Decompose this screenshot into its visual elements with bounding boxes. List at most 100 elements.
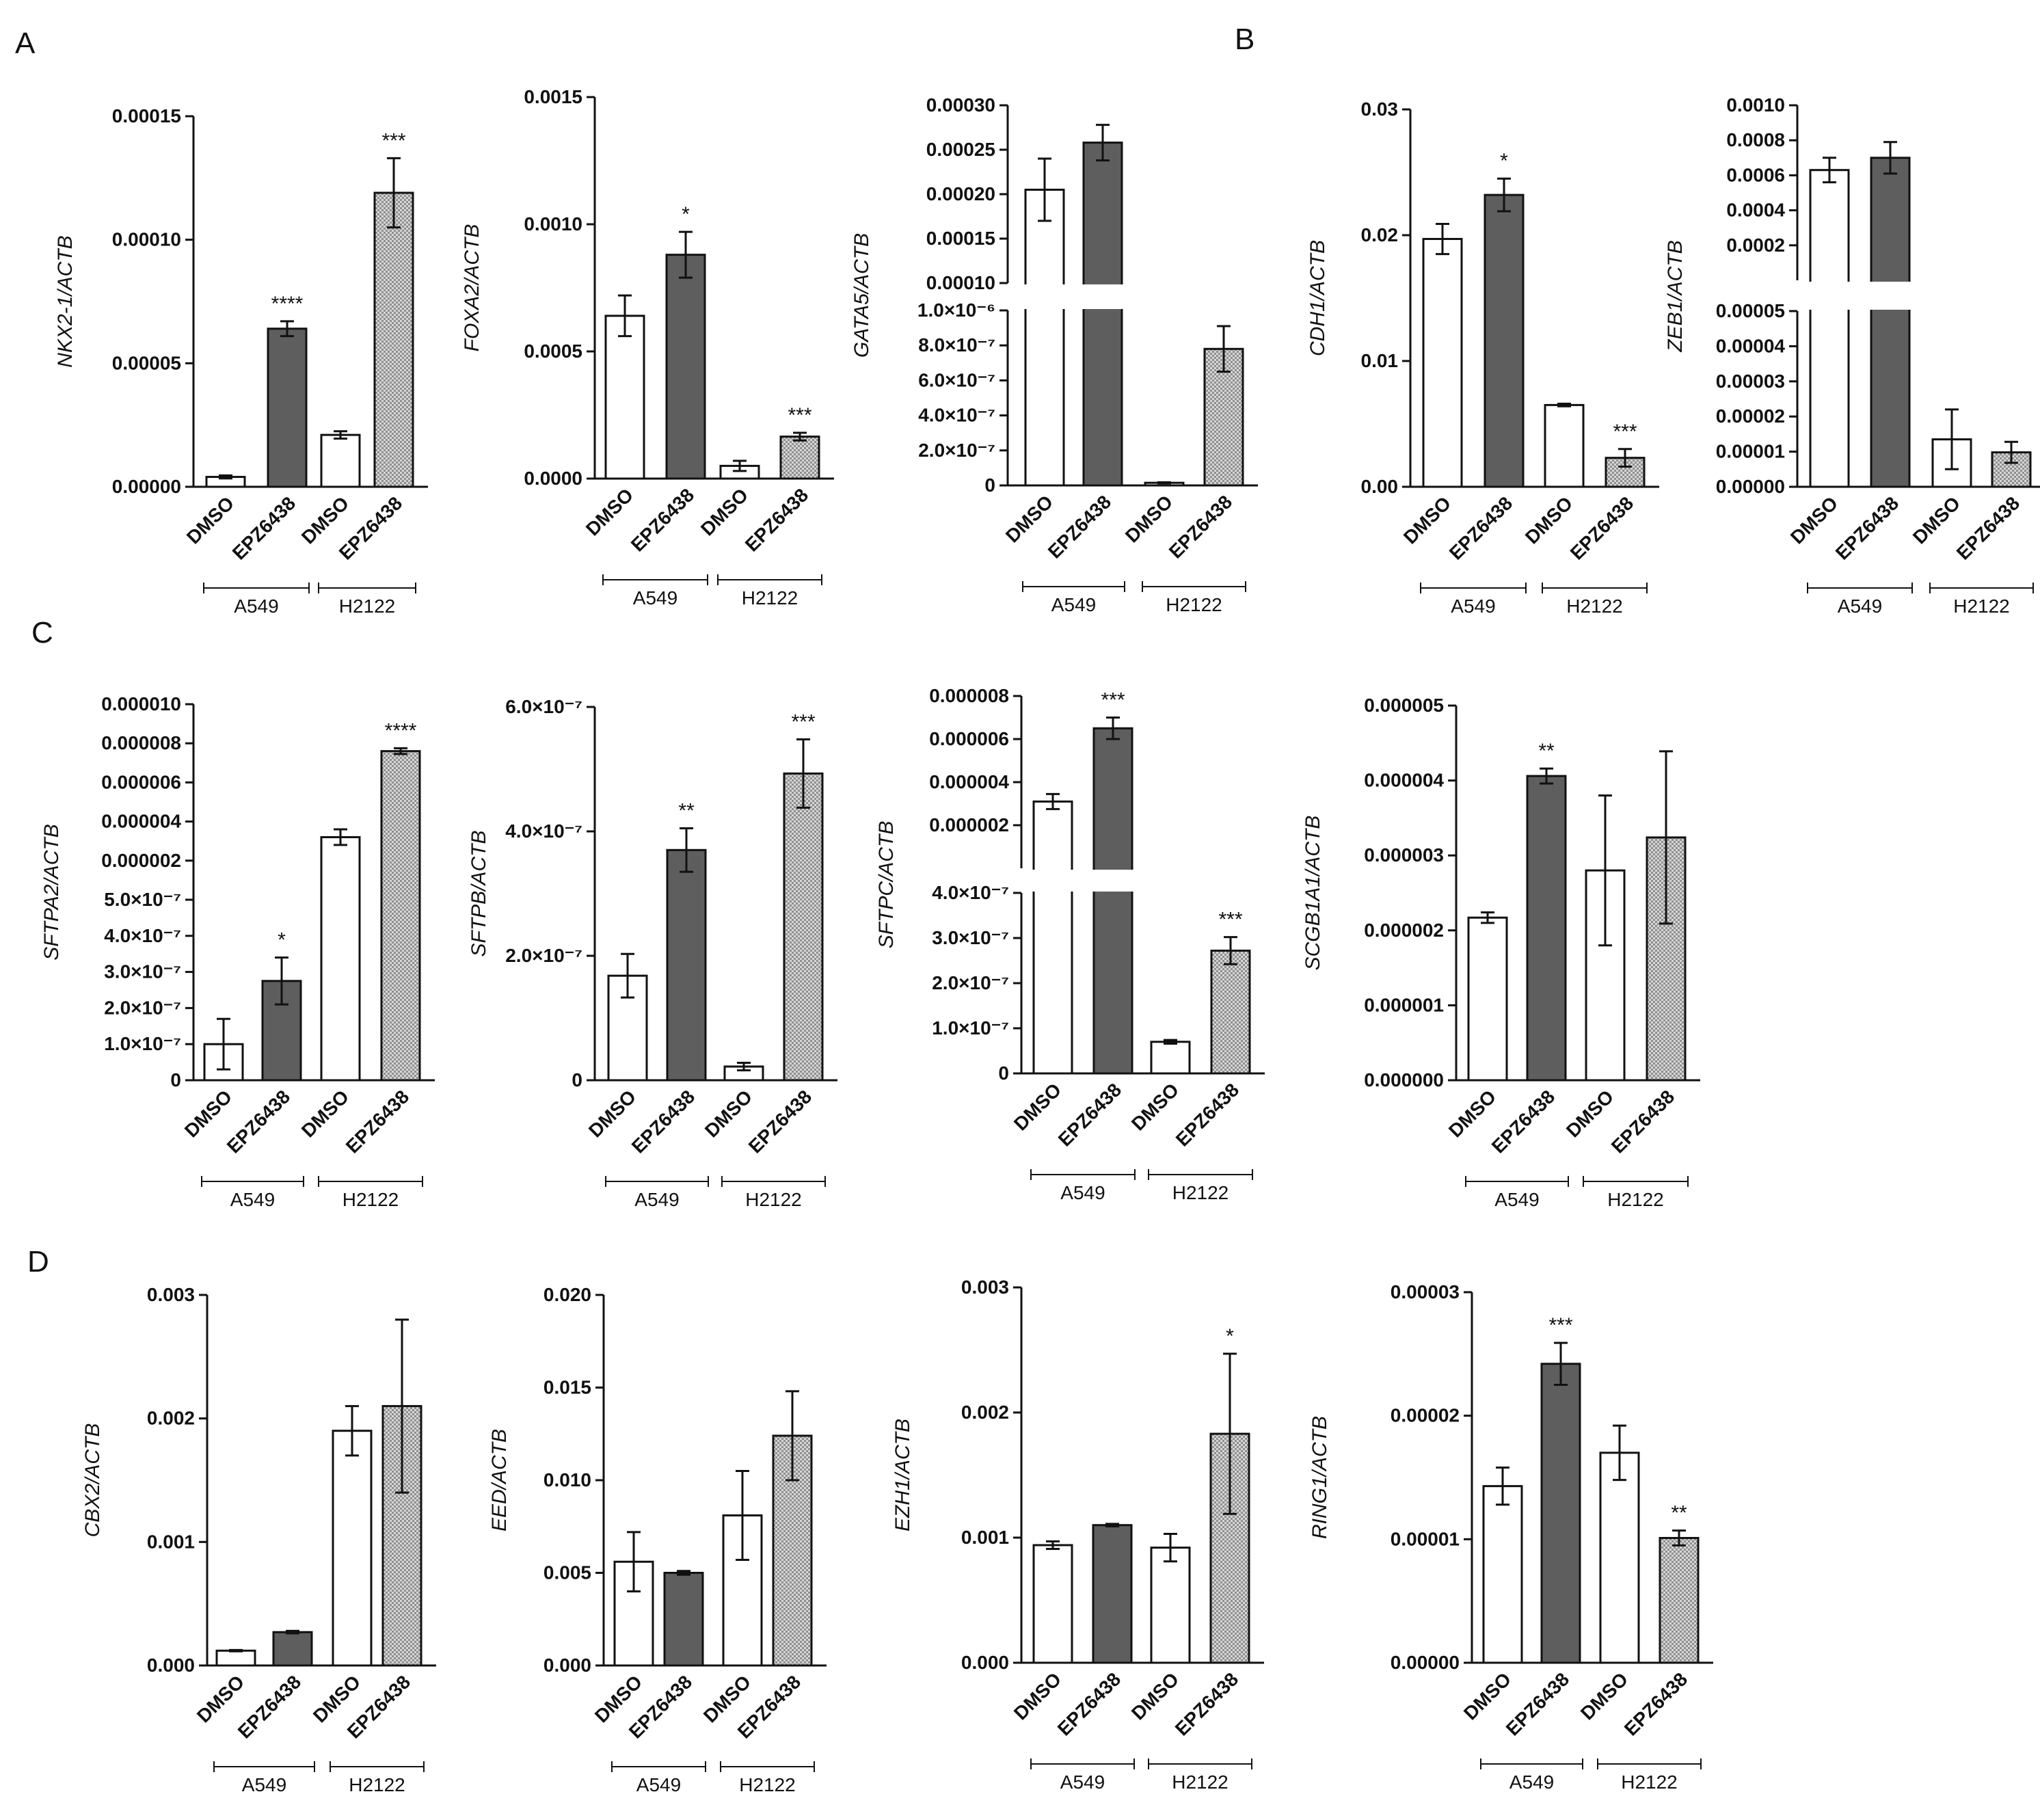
- y-tick-label: 0.000002: [1364, 920, 1444, 941]
- y-tick-label: 0.000: [543, 1655, 591, 1676]
- y-tick-label: 0.00003: [1716, 371, 1785, 392]
- cell-line-label: H2122: [339, 595, 396, 617]
- bar-undefined: [665, 254, 706, 480]
- bar-undefined: [1809, 169, 1850, 488]
- y-axis-title: SFTPB/ACTB: [468, 830, 490, 956]
- significance-label: ****: [385, 719, 417, 742]
- cell-line-label: A549: [1060, 1182, 1105, 1203]
- y-tick-label: 3.0×10⁻⁷: [104, 961, 181, 982]
- bar-undefined: [373, 191, 414, 488]
- y-tick-label: 0.0008: [1726, 129, 1785, 150]
- significance-label: ***: [1548, 1314, 1572, 1337]
- y-axis-title: NKX2-1/ACTB: [54, 235, 77, 367]
- cell-line-label: H2122: [349, 1774, 405, 1795]
- y-tick-label: 0.000003: [1364, 844, 1444, 866]
- y-tick-label: 0.00010: [112, 229, 181, 250]
- bar-undefined: [261, 980, 302, 1082]
- significance-label: ***: [1101, 689, 1125, 712]
- y-axis-title: CBX2/ACTB: [81, 1423, 104, 1538]
- y-tick-label: 0.00030: [926, 94, 995, 116]
- significance-label: ****: [271, 293, 304, 315]
- y-tick-label: 2.0×10⁻⁷: [918, 440, 995, 461]
- y-tick-label: 0.000004: [929, 771, 1009, 792]
- bar-undefined: [1422, 238, 1463, 488]
- panel-label-c: C: [31, 616, 53, 650]
- y-axis-title: GATA5/ACTB: [850, 233, 873, 358]
- bar-undefined: [1659, 1537, 1700, 1664]
- bar-undefined: [1482, 1485, 1523, 1664]
- y-tick-label: 0.0002: [1726, 235, 1785, 256]
- y-axis-title: RING1/ACTB: [1308, 1416, 1331, 1539]
- y-tick-label: 0.000005: [1364, 695, 1444, 716]
- y-tick-label: 0.000002: [101, 850, 181, 871]
- y-tick-label: 0.000008: [929, 685, 1009, 706]
- y-tick-label: 0.003: [147, 1284, 195, 1305]
- bar-undefined: [604, 315, 645, 480]
- significance-label: *: [682, 203, 690, 226]
- significance-label: ***: [1218, 909, 1242, 931]
- cell-line-label: H2122: [1172, 1182, 1229, 1203]
- bar-undefined: [320, 835, 361, 1082]
- bar-undefined: [1585, 869, 1626, 1082]
- y-tick-label: 4.0×10⁻⁷: [932, 882, 1009, 903]
- y-tick-label: 1.0×10⁻⁶: [917, 299, 995, 321]
- cell-line-label: A549: [636, 1774, 681, 1795]
- y-tick-label: 0.001: [147, 1531, 195, 1552]
- axis-break-gap: [1800, 282, 2040, 310]
- y-tick-label: 0.00015: [926, 228, 995, 249]
- cell-line-label: H2122: [1621, 1771, 1678, 1793]
- y-tick-label: 0: [572, 1069, 582, 1090]
- bar-undefined: [1540, 1363, 1581, 1664]
- bar-undefined: [1526, 775, 1567, 1082]
- bar-undefined: [332, 1430, 373, 1667]
- bar-undefined: [1484, 193, 1525, 488]
- cell-line-label: H2122: [739, 1774, 796, 1795]
- y-tick-label: 0: [998, 1062, 1009, 1084]
- y-tick-label: 4.0×10⁻⁷: [505, 820, 582, 842]
- chart-nkx2-1: 0.00000 0.00005 0.00010 0.00015 NKX2-1/ACTB *…: [54, 105, 428, 617]
- cell-line-label: A549: [1509, 1771, 1554, 1793]
- panel-label-a: A: [15, 27, 36, 60]
- panel-label-b: B: [1235, 23, 1254, 56]
- y-tick-label: 0.0010: [1726, 94, 1785, 116]
- axis-break-gap: [1024, 870, 1267, 892]
- y-tick-label: 0.0006: [1726, 164, 1785, 185]
- y-tick-label: 0.01: [1361, 350, 1399, 371]
- y-tick-label: 2.0×10⁻⁷: [505, 945, 582, 966]
- y-axis-title: SFTPA2/ACTB: [40, 824, 63, 960]
- cell-line-label: A549: [1051, 594, 1096, 615]
- cell-line-label: H2122: [1172, 1771, 1229, 1793]
- significance-label: ***: [381, 129, 405, 152]
- bar-undefined: [1544, 403, 1585, 488]
- y-tick-label: 0.00001: [1716, 441, 1785, 462]
- y-axis-title: EED/ACTB: [488, 1429, 511, 1531]
- y-tick-label: 0.0004: [1726, 200, 1785, 221]
- cell-line-label: H2122: [343, 1189, 399, 1210]
- y-tick-label: 0.00002: [1391, 1405, 1460, 1426]
- cell-line-label: A549: [633, 587, 677, 608]
- y-tick-label: 0.00010: [926, 272, 995, 293]
- chart-eed: 0.0000.0050.0100.0150.020EED/ACTBDMSOEPZ…: [488, 1284, 827, 1795]
- y-tick-label: 0.0005: [524, 340, 582, 362]
- y-tick-label: 0.020: [543, 1284, 591, 1305]
- y-axis-title: SFTPC/ACTB: [875, 821, 898, 949]
- cell-line-label: H2122: [742, 587, 798, 608]
- cell-line-label: H2122: [1566, 595, 1623, 617]
- y-tick-label: 4.0×10⁻⁷: [918, 405, 995, 426]
- bar-undefined: [1150, 1547, 1191, 1664]
- y-tick-label: 0.000004: [1364, 770, 1444, 791]
- y-tick-label: 0.002: [961, 1402, 1009, 1423]
- y-tick-label: 0.03: [1361, 98, 1399, 120]
- y-tick-label: 6.0×10⁻⁷: [918, 369, 995, 390]
- significance-label: *: [278, 928, 286, 951]
- y-tick-label: 0.00025: [926, 139, 995, 160]
- y-tick-label: 0.00005: [1716, 300, 1785, 321]
- y-tick-label: 5.0×10⁻⁷: [104, 889, 181, 910]
- y-tick-label: 0.010: [543, 1469, 591, 1490]
- bar-undefined: [1032, 1544, 1073, 1664]
- y-tick-label: 2.0×10⁻⁷: [932, 972, 1009, 993]
- cell-line-label: A549: [230, 1189, 275, 1210]
- y-axis-title: FOXA2/ACTB: [461, 224, 483, 352]
- y-tick-label: 0.00020: [926, 183, 995, 204]
